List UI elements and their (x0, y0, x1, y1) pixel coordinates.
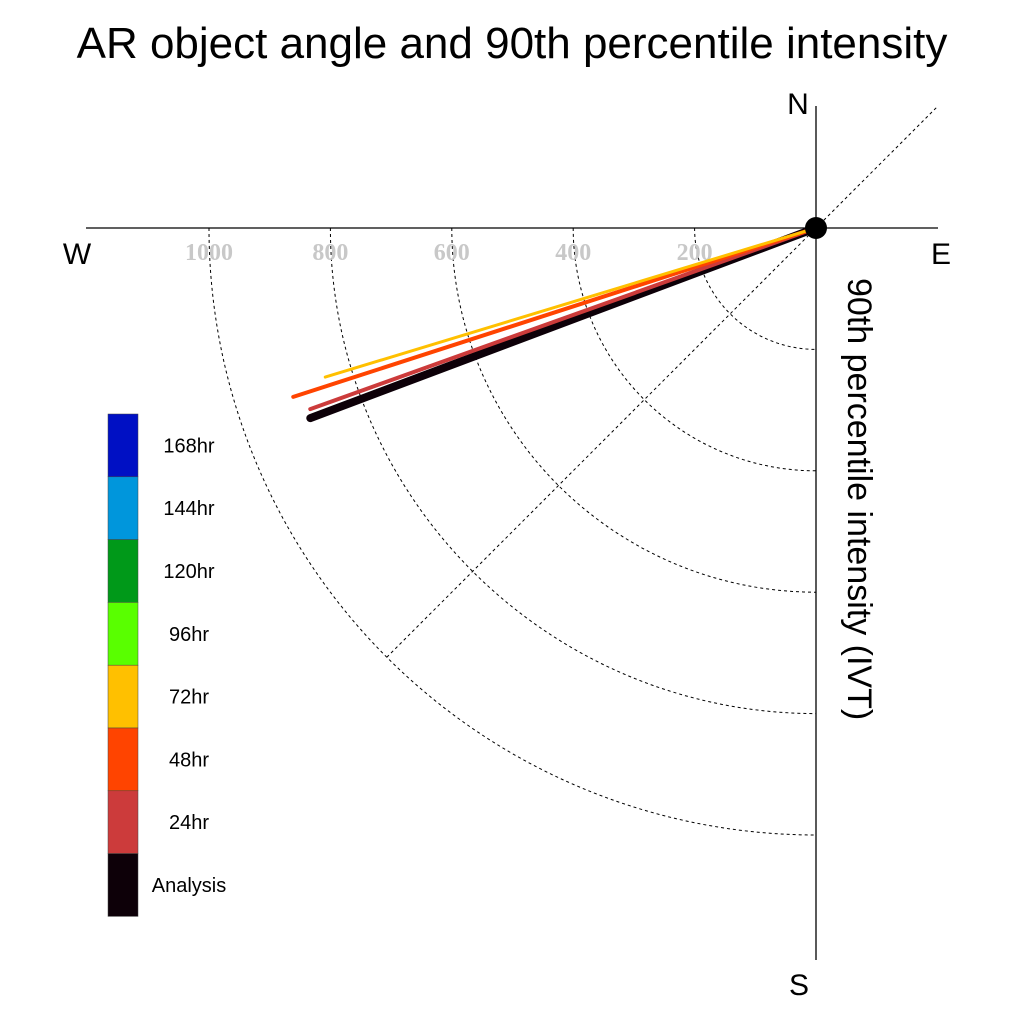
legend-label-24hr: 24hr (169, 812, 209, 834)
legend-label-96hr: 96hr (169, 624, 209, 646)
legend-swatch-120hr (107, 539, 139, 603)
legend-label-168hr: 168hr (163, 435, 214, 457)
direction-south: S (789, 969, 809, 1002)
chart-title: AR object angle and 90th percentile inte… (77, 19, 948, 68)
grid-ring-800 (329, 227, 817, 715)
legend: 168hr 144hr 120hr 96hr 72hr 48hr 24hr Analysis (107, 413, 226, 917)
vector-24hr (308, 226, 818, 412)
series-layer (291, 224, 820, 423)
radial-tick-600: 600 (434, 240, 470, 266)
direction-west: W (63, 238, 92, 271)
legend-label-analysis: Analysis (152, 875, 226, 897)
grid-ring-600 (451, 227, 817, 593)
legend-swatch-72hr (107, 664, 139, 729)
radial-tick-400: 400 (555, 240, 591, 266)
grid-diagonal (386, 105, 939, 658)
direction-east: E (931, 238, 951, 271)
legend-label-48hr: 48hr (169, 749, 209, 771)
legend-swatch-96hr (107, 602, 139, 666)
legend-swatch-24hr (107, 790, 139, 854)
legend-swatch-analysis (107, 853, 139, 917)
legend-swatch-48hr (107, 727, 139, 792)
radial-tick-800: 800 (312, 240, 348, 266)
vector-48hr (291, 226, 818, 399)
direction-north: N (787, 88, 809, 121)
legend-swatch-168hr (107, 413, 139, 478)
grid-ring-400 (572, 227, 817, 472)
legend-label-72hr: 72hr (169, 687, 209, 709)
radial-tick-1000: 1000 (185, 240, 233, 266)
legend-label-120hr: 120hr (163, 561, 214, 583)
grid-ring-200 (694, 227, 817, 350)
grid-layer (208, 105, 939, 836)
vector-72hr (323, 226, 818, 379)
origin-marker (805, 217, 827, 239)
legend-swatch-144hr (107, 476, 139, 540)
radial-axis-label: 90th percentile intensity (IVT) (840, 278, 878, 720)
legend-label-144hr: 144hr (163, 498, 214, 520)
